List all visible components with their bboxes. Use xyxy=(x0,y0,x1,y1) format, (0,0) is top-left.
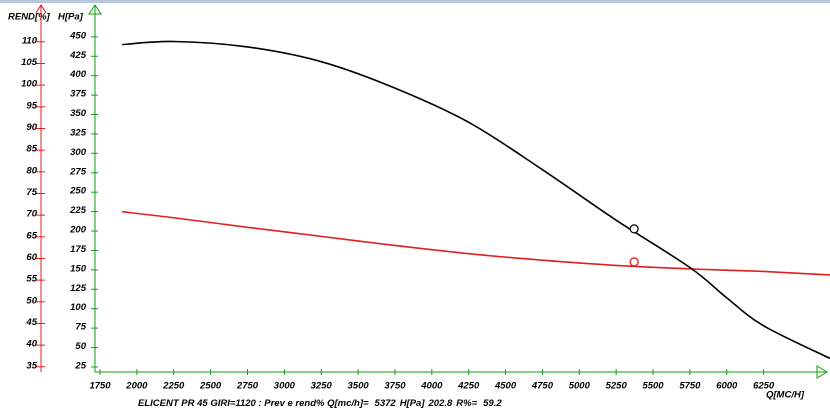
caption-h: 202.8 xyxy=(428,398,453,409)
y2-tick-label: 425 xyxy=(69,50,87,61)
y2-axis-arrow xyxy=(88,4,102,15)
x-tick-label: 5000 xyxy=(569,381,591,392)
x-tick-label: 5750 xyxy=(679,381,701,392)
y-tick-label: 95 xyxy=(26,100,37,111)
y2-tick-label: 100 xyxy=(70,302,87,313)
caption-text: ELICENT PR 45 GIRI=1120 : Prev e rend% Q… xyxy=(138,398,369,409)
y-tick-label: 110 xyxy=(22,35,38,46)
window-edge xyxy=(0,0,830,3)
x-tick-label: 6000 xyxy=(716,381,738,392)
x-tick-label: 3000 xyxy=(274,381,296,392)
y2-tick-label: 325 xyxy=(70,127,87,138)
y2-axis-label: H[Pa] xyxy=(58,12,84,23)
x-tick-label: 2000 xyxy=(125,381,148,392)
x-tick-label: 3500 xyxy=(348,381,370,392)
y-tick-label: 100 xyxy=(21,79,38,90)
y2-tick-label: 300 xyxy=(70,147,87,158)
y2-tick-label: 50 xyxy=(75,341,86,352)
x-tick-label: 4500 xyxy=(494,381,517,392)
x-tick-label: 4750 xyxy=(531,381,554,392)
caption: ELICENT PR 45 GIRI=1120 : Prev e rend% Q… xyxy=(138,398,502,409)
y-tick-label: 90 xyxy=(26,122,37,133)
curve xyxy=(122,40,830,360)
y2-tick-label: 275 xyxy=(69,166,87,177)
x-tick-label: 2500 xyxy=(199,381,222,392)
y2-tick-label: 125 xyxy=(70,283,87,294)
operating-point-rend xyxy=(629,257,639,267)
y2-tick-label: 200 xyxy=(69,225,87,236)
y-tick-label: 75 xyxy=(26,187,37,198)
caption-h-label: H[Pa] xyxy=(400,398,426,409)
y-tick-label: 60 xyxy=(26,252,37,263)
y2-tick-label: 25 xyxy=(74,360,86,371)
y-tick-label: 85 xyxy=(26,144,37,155)
y-tick-label: 40 xyxy=(25,339,37,350)
x-tick-label: 3250 xyxy=(311,381,333,392)
x-tick-label: 5500 xyxy=(642,381,664,392)
y-tick-label: 55 xyxy=(26,274,37,285)
x-tick-label: 3750 xyxy=(384,381,406,392)
y-tick-label: 50 xyxy=(26,295,37,306)
x-tick-label: 6250 xyxy=(753,381,775,392)
y2-tick-label: 150 xyxy=(70,263,87,274)
caption-r-label: R%= xyxy=(456,398,477,409)
x-tick-label: 2250 xyxy=(162,381,185,392)
y-tick-label: 65 xyxy=(26,230,37,241)
y2-tick-label: 350 xyxy=(70,108,87,119)
x-tick-label: 5250 xyxy=(606,381,628,392)
y2-tick-label: 400 xyxy=(69,69,87,80)
y2-tick-label: 450 xyxy=(69,30,87,41)
x-tick-label: 2750 xyxy=(236,381,259,392)
y-tick-label: 80 xyxy=(26,165,37,176)
y2-tick-label: 175 xyxy=(70,244,87,255)
operating-point-h xyxy=(629,224,639,234)
y-axis-arrow xyxy=(35,4,47,14)
y-tick-label: 45 xyxy=(25,317,37,328)
x-axis-arrow xyxy=(816,365,828,379)
y2-tick-label: 75 xyxy=(75,322,86,333)
caption-q: 5372 xyxy=(375,398,397,409)
x-tick-label: 4000 xyxy=(420,381,443,392)
x-tick-label: 4250 xyxy=(457,381,480,392)
y2-tick-label: 375 xyxy=(70,89,87,100)
x-axis-label: Q[MC/H] xyxy=(766,390,805,401)
y-axis-label: REND[%] xyxy=(8,12,51,23)
y-tick-label: 105 xyxy=(21,57,38,68)
curve xyxy=(122,210,830,276)
y2-tick-label: 225 xyxy=(69,205,87,216)
y2-tick-label: 250 xyxy=(69,186,87,197)
y-tick-label: 35 xyxy=(26,360,37,371)
y-tick-label: 70 xyxy=(26,209,37,220)
caption-r: 59.2 xyxy=(483,398,502,409)
x-tick-label: 1750 xyxy=(89,381,111,392)
